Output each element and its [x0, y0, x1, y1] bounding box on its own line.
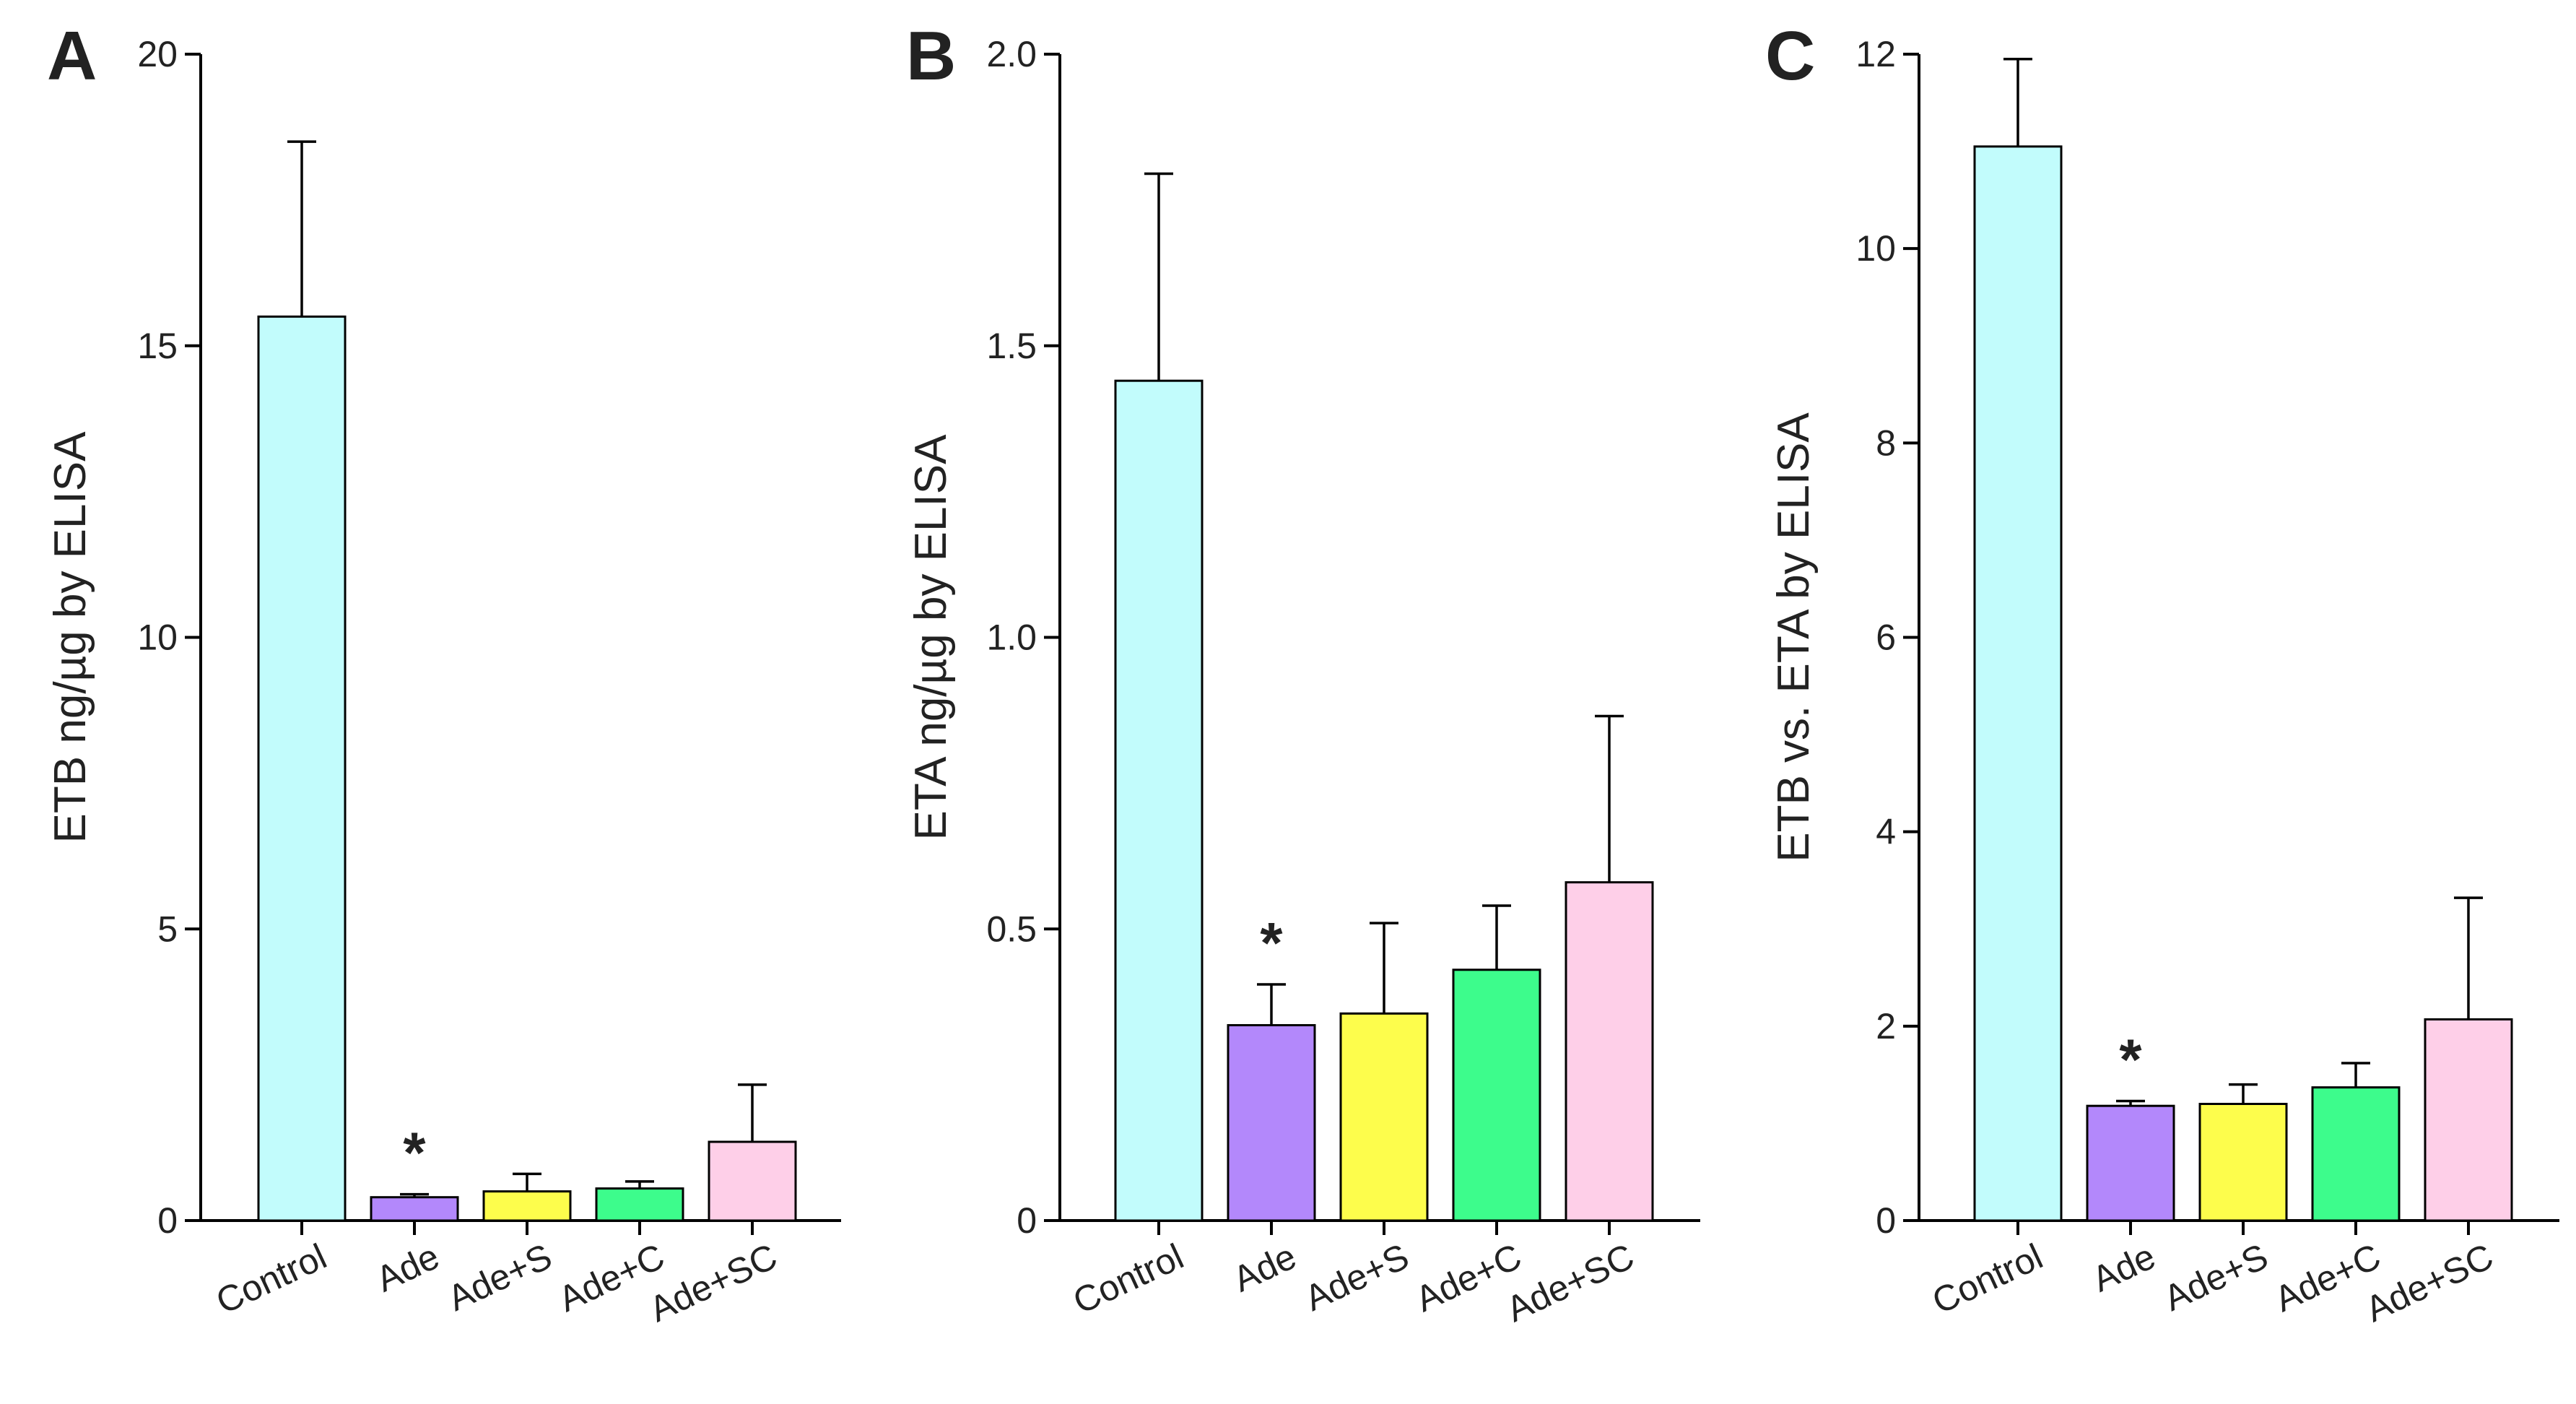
- y-tick-label: 0: [1017, 1200, 1037, 1241]
- panel-c: C 0 2 4 6 8 10 12 ETB vs. ETA by ELISA Control Ade…: [1765, 17, 2559, 1330]
- y-tick-label: 0: [1876, 1200, 1896, 1241]
- bar-ade-c: [2311, 1086, 2401, 1222]
- bar-control: [257, 315, 347, 1222]
- category-label-ade-s: Ade+S: [442, 1236, 558, 1319]
- category-label-ade: Ade: [370, 1236, 445, 1299]
- y-tick-label: 5: [157, 909, 178, 949]
- panel-letter: B: [906, 17, 956, 95]
- y-tick-label: 0.5: [986, 909, 1037, 949]
- significance-marker: *: [1260, 911, 1283, 975]
- category-label-ade-s: Ade+S: [2158, 1236, 2274, 1319]
- y-tick-label: 1.5: [986, 326, 1037, 366]
- y-axis-title: ETB ng/µg by ELISA: [45, 431, 95, 844]
- bar-ade-sc: [2424, 1018, 2513, 1222]
- y-tick-label: 4: [1876, 812, 1896, 852]
- bar-ade-s: [482, 1190, 572, 1222]
- y-tick-label: 2: [1876, 1006, 1896, 1046]
- category-label-control: Control: [1926, 1236, 2049, 1322]
- y-tick-label: 8: [1876, 422, 1896, 463]
- bar-control: [1114, 379, 1204, 1222]
- y-tick-label: 1.0: [986, 618, 1037, 658]
- y-tick-label: 0: [157, 1200, 178, 1241]
- category-label-ade-sc: Ade+SC: [2359, 1236, 2499, 1330]
- y-axis-title: ETA ng/µg by ELISA: [906, 434, 956, 841]
- y-tick-label: 6: [1876, 618, 1896, 658]
- significance-marker: *: [2119, 1027, 2142, 1091]
- bar-ade-sc: [1565, 881, 1654, 1222]
- y-tick-label: 12: [1855, 34, 1896, 74]
- bar-ade-c: [595, 1187, 684, 1222]
- category-label-ade-sc: Ade+SC: [1500, 1236, 1640, 1330]
- category-label-ade-s: Ade+S: [1299, 1236, 1415, 1319]
- category-label-control: Control: [1067, 1236, 1190, 1322]
- category-label-ade: Ade: [2086, 1236, 2161, 1299]
- bar-ade: [1227, 1023, 1316, 1222]
- panel-letter: C: [1765, 17, 1815, 95]
- category-label-ade-sc: Ade+SC: [643, 1236, 783, 1330]
- y-tick-label: 10: [1855, 228, 1896, 269]
- category-label-ade: Ade: [1227, 1236, 1302, 1299]
- significance-marker: *: [403, 1121, 426, 1185]
- bar-ade-s: [1339, 1012, 1429, 1222]
- bar-ade-s: [2198, 1103, 2288, 1222]
- bar-ade: [2086, 1104, 2175, 1222]
- panel-letter: A: [47, 17, 97, 95]
- bar-control: [1973, 145, 2063, 1222]
- y-tick-label: 20: [137, 34, 178, 74]
- bar-ade-c: [1452, 968, 1541, 1222]
- y-axis-title: ETB vs. ETA by ELISA: [1769, 412, 1819, 862]
- category-label-control: Control: [210, 1236, 333, 1322]
- bar-ade: [370, 1196, 459, 1222]
- panel-b: B 0 0.5 1.0 1.5 2.0 ETA ng/µg by ELISA Control A…: [906, 17, 1700, 1330]
- bar-ade-sc: [708, 1140, 797, 1222]
- y-tick-label: 2.0: [986, 34, 1037, 74]
- y-tick-label: 10: [137, 618, 178, 658]
- y-tick-label: 15: [137, 326, 178, 366]
